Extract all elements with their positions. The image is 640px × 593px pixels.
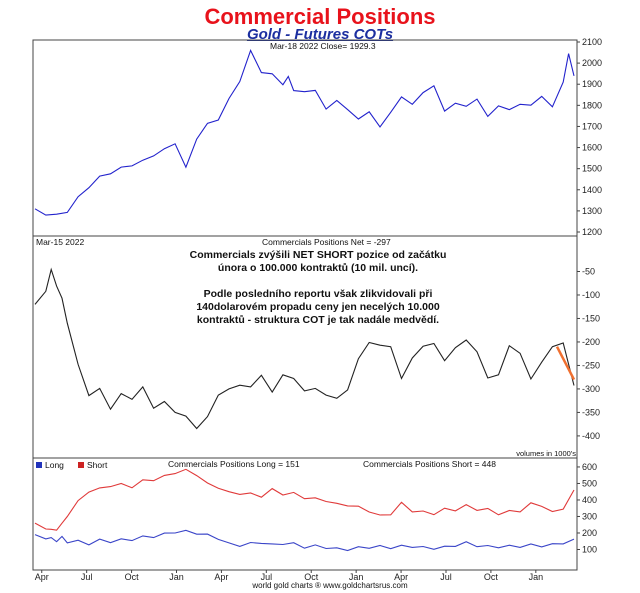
price-tick-label: 1600 (582, 143, 602, 153)
legend-short-swatch (78, 462, 84, 468)
net-tick-label: -200 (582, 337, 600, 347)
price-panel-frame (32, 39, 578, 237)
price-tick-label: 1200 (582, 227, 602, 237)
price-header: Mar-18 2022 Close= 1929.3 (270, 41, 376, 51)
longshort-tick-label: 300 (582, 511, 597, 521)
price-series-line (34, 48, 575, 216)
net-header-date: Mar-15 2022 (36, 237, 84, 247)
longshort-tick-label: 600 (582, 462, 597, 472)
longshort-tick-label: 500 (582, 478, 597, 488)
annotation-text: Commercials zvýšili NET SHORT pozice od … (190, 249, 447, 326)
annotation-line: kontraktů - struktura COT je tak nadále … (197, 314, 439, 326)
long-header: Commercials Positions Long = 151 (168, 459, 300, 469)
net-tick-label: -50 (582, 266, 595, 276)
short-series-line (34, 468, 575, 531)
net-tick-label: -350 (582, 407, 600, 417)
x-tick-label: Jan (529, 572, 544, 582)
price-tick-label: 2100 (582, 37, 602, 47)
longshort-tick-label: 200 (582, 528, 597, 538)
x-tick-label: Apr (394, 572, 408, 582)
price-tick-label: 1500 (582, 164, 602, 174)
x-tick-label: Oct (125, 572, 140, 582)
x-tick-label: Apr (35, 572, 49, 582)
annotation-line: února o 100.000 kontraktů (10 mil. uncí)… (218, 262, 418, 274)
annotation-line: Commercials zvýšili NET SHORT pozice od … (190, 249, 447, 261)
price-tick-label: 1400 (582, 185, 602, 195)
price-tick-label: 1900 (582, 79, 602, 89)
legend-long-label: Long (45, 460, 64, 470)
footer-credit: world gold charts ® www.goldchartsrus.co… (251, 581, 408, 590)
legend-short-label: Short (87, 460, 108, 470)
trend-arrow (555, 346, 576, 381)
x-tick-label: Jul (440, 572, 452, 582)
net-tick-label: -400 (582, 431, 600, 441)
net-header: Commercials Positions Net = -297 (262, 237, 391, 247)
longshort-tick-label: 400 (582, 495, 597, 505)
x-tick-label: Apr (214, 572, 228, 582)
net-series-line (34, 267, 575, 430)
units-label: volumes in 1000's (516, 449, 576, 458)
x-tick-label: Jul (81, 572, 93, 582)
main-title: Commercial Positions (204, 4, 436, 29)
x-tick-label: Jan (349, 572, 364, 582)
sub-title: Gold - Futures COTs (246, 26, 394, 43)
short-header: Commercials Positions Short = 448 (363, 459, 496, 469)
longshort-tick-label: 100 (582, 544, 597, 554)
price-tick-label: 1800 (582, 100, 602, 110)
long-series-line (34, 529, 575, 552)
price-tick-label: 1300 (582, 206, 602, 216)
net-tick-label: -300 (582, 384, 600, 394)
net-tick-label: -250 (582, 360, 600, 370)
annotation-line: 140dolarovém propadu ceny jen necelých 1… (196, 301, 440, 313)
legend-long-swatch (36, 462, 42, 468)
net-tick-label: -100 (582, 290, 600, 300)
net-tick-label: -150 (582, 313, 600, 323)
x-tick-label: Oct (484, 572, 499, 582)
price-tick-label: 1700 (582, 121, 602, 131)
x-tick-label: Oct (304, 572, 319, 582)
longshort-panel-frame (32, 457, 578, 571)
annotation-line: Podle posledního reportu však zlikvidova… (204, 288, 433, 300)
x-tick-label: Jan (169, 572, 184, 582)
price-tick-label: 2000 (582, 58, 602, 68)
x-tick-label: Jul (261, 572, 273, 582)
